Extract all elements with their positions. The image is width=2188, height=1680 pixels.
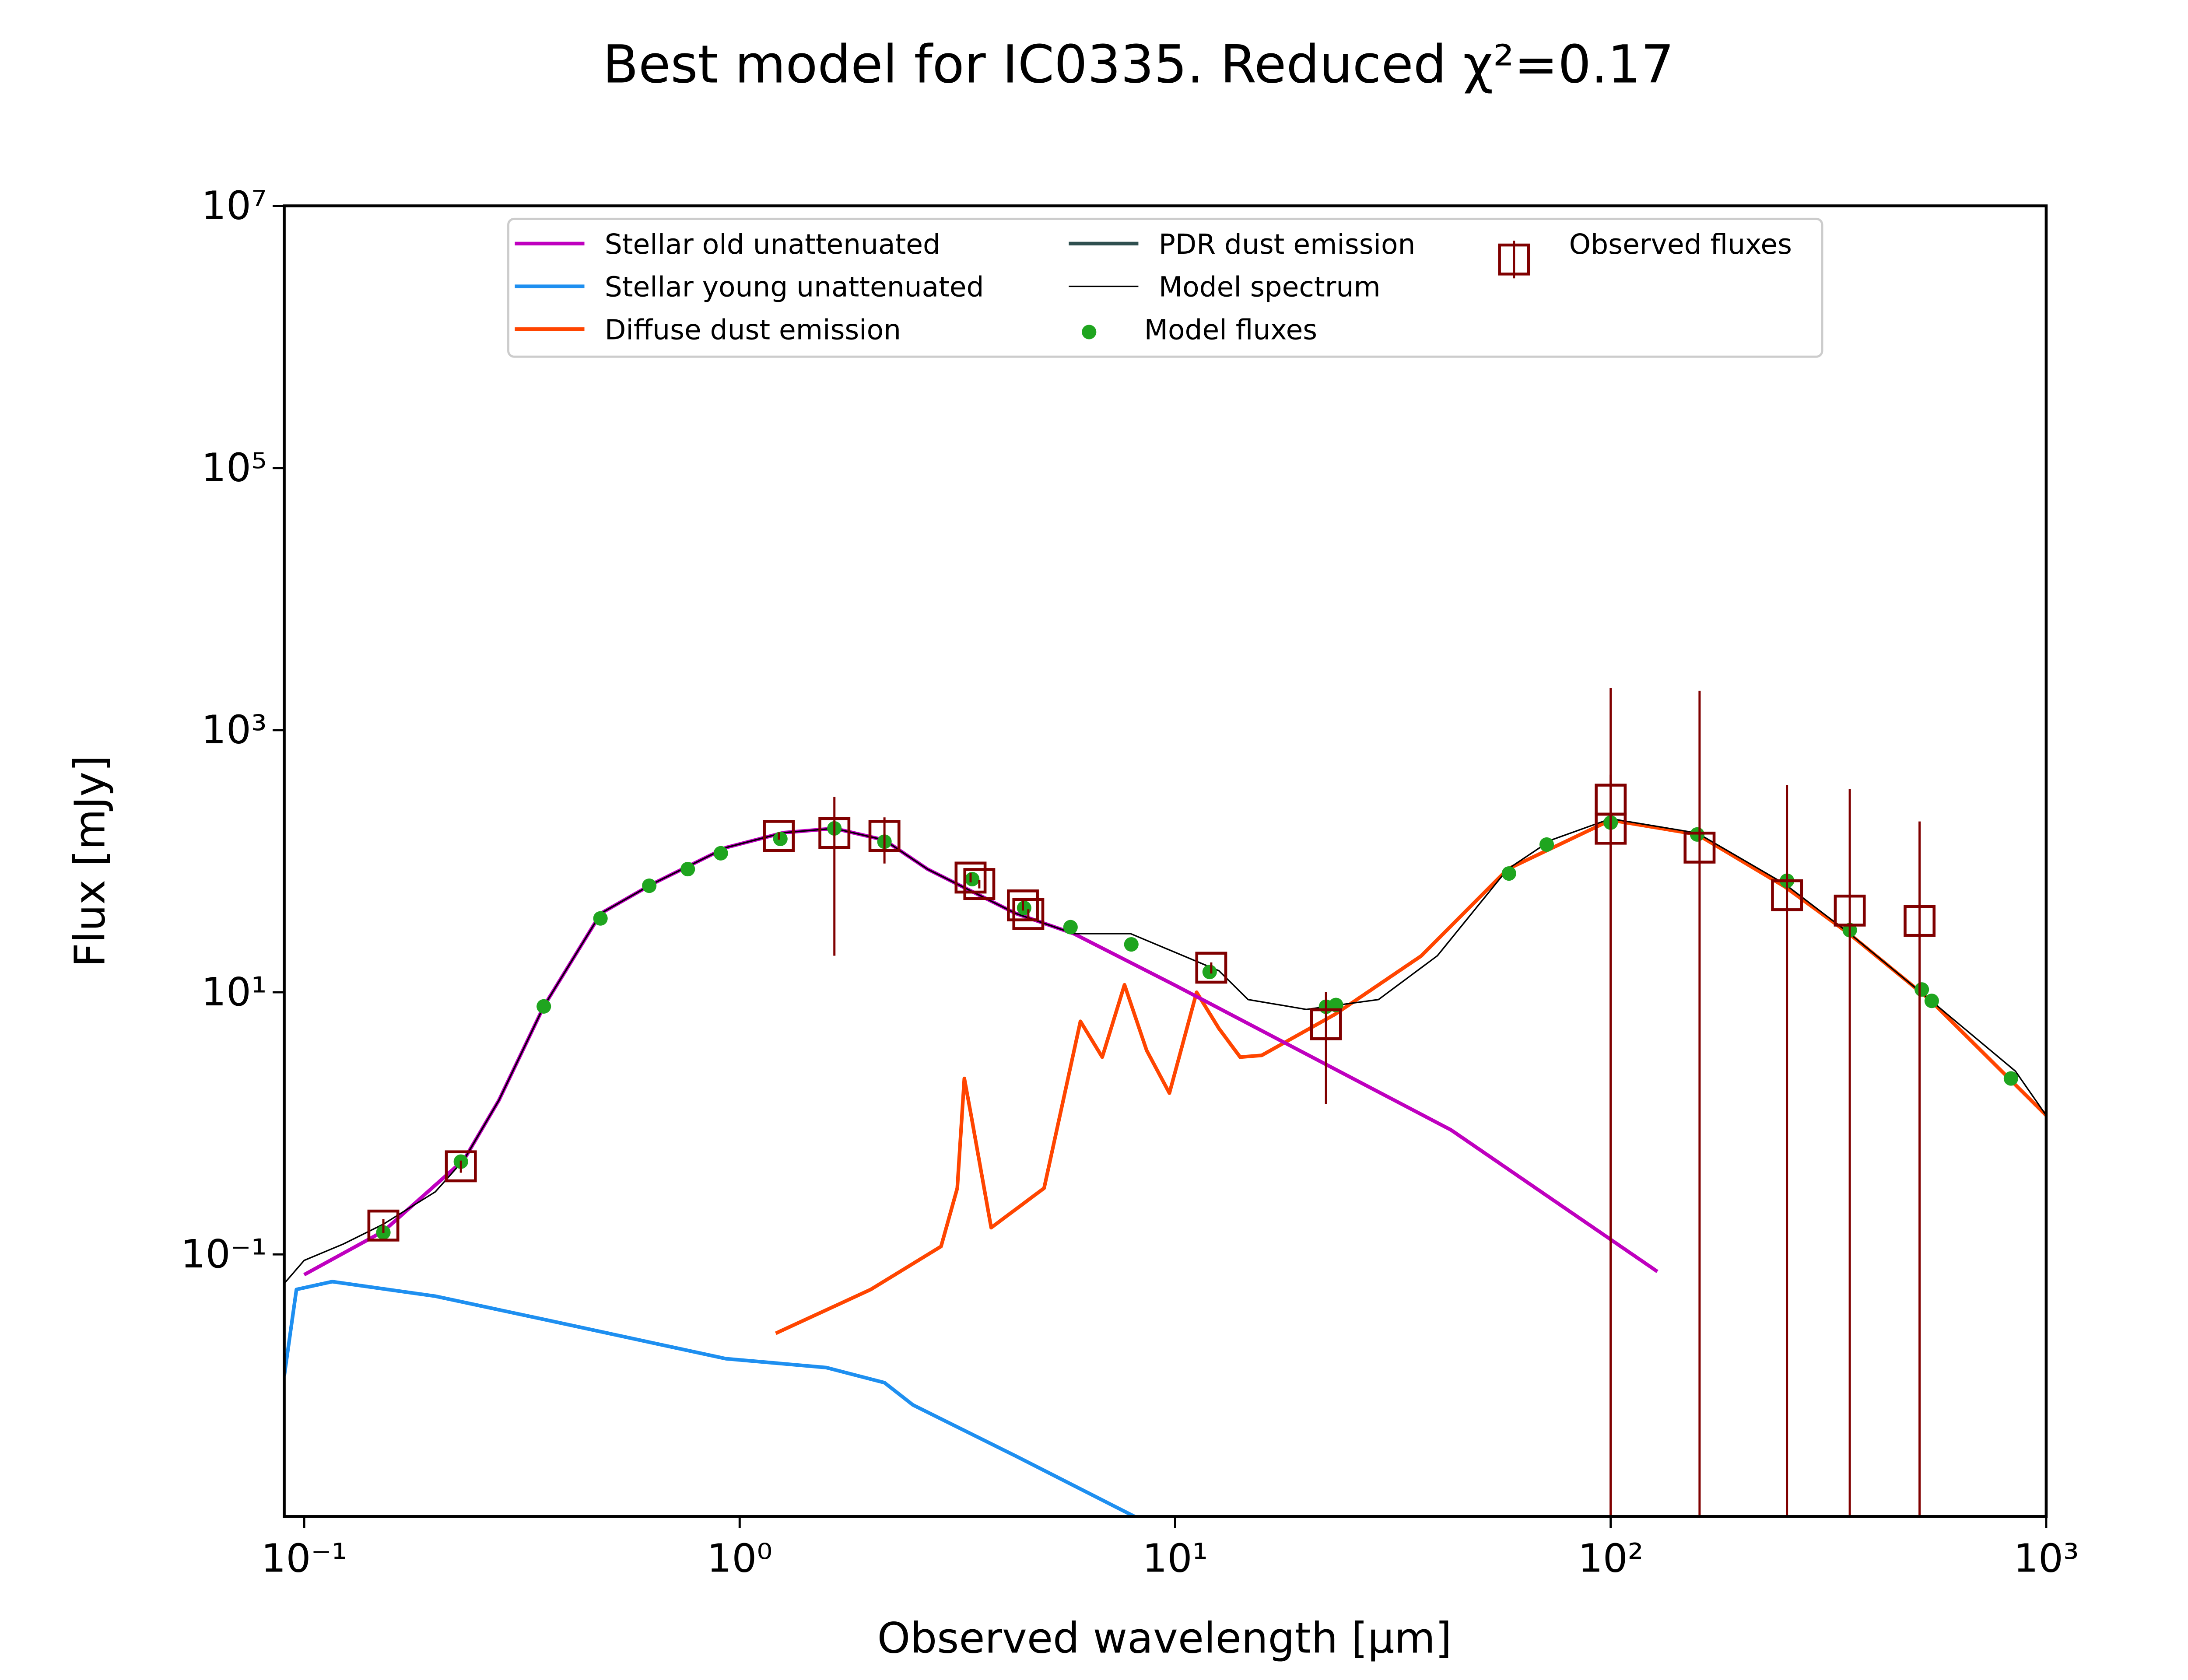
observed-flux [1195,952,1227,984]
model-flux [1501,866,1516,881]
model-flux [642,878,657,893]
legend-label: Observed fluxes [1569,228,1792,260]
model-flux [593,911,608,926]
model-flux [773,831,788,847]
legend-label: PDR dust emission [1159,228,1416,260]
legend-label: Diffuse dust emission [605,314,901,346]
model-flux [965,872,980,886]
x-tick-label: 10⁰ [707,1536,772,1581]
y-tick-label: 10¹ [201,970,267,1015]
x-tick-label: 10² [1578,1536,1644,1581]
observed-flux [367,1209,400,1242]
y-tick-label: 10⁷ [201,183,267,228]
model-flux [536,999,551,1014]
model-flux [1124,937,1139,952]
observed-flux [1012,898,1045,930]
model-flux [1914,982,1929,997]
observed-flux [1771,879,1803,911]
observed-flux [954,861,987,894]
observed-flux [763,820,795,852]
axes-frame [283,204,2048,1518]
chart-title: Best model for IC0335. Reduced χ²=0.17 [603,34,1674,95]
legend-swatch [1082,325,1097,340]
observed-flux [445,1150,477,1183]
observed-flux [1683,831,1716,864]
model-flux [1924,994,1939,1008]
x-tick-label: 10¹ [1143,1536,1208,1581]
legend: Stellar old unattenuated Stellar young un… [507,217,1823,358]
plot-area [284,688,2046,1517]
model-flux [680,862,695,877]
observed-flux [1595,812,1627,845]
model-flux [2003,1071,2018,1086]
model-flux [1539,837,1554,852]
legend-label: Stellar young unattenuated [605,271,984,303]
observed-flux [1007,889,1039,921]
y-tick-label: 10⁻¹ [181,1232,267,1277]
y-tick-label: 10⁵ [201,445,267,491]
series-line [284,1280,1136,1517]
x-tick-label: 10³ [2013,1536,2079,1581]
y-tick-label: 10³ [201,707,267,753]
observed-flux [818,817,851,849]
axes: 10⁻¹ 10⁰ 10¹ 10² 10³ 10⁻¹ 10¹ 10³ 10⁵ 10⁷ [181,183,2079,1581]
observed-flux [1310,1008,1342,1040]
observed-flux [1904,905,1936,937]
y-axis-label: Flux [mJy] [65,755,114,967]
legend-box [507,217,1823,358]
x-axis-label: Observed wavelength [μm] [877,1614,1452,1663]
series-line [775,818,2046,1335]
x-tick-label: 10⁻¹ [261,1536,347,1581]
legend-label: Model fluxes [1144,314,1317,346]
model-flux [1063,920,1078,934]
legend-label: Stellar old unattenuated [605,228,940,260]
model-flux [713,846,728,861]
model-flux [1202,964,1217,980]
series-line [284,818,2046,1284]
observed-flux [963,868,996,900]
observed-flux [1834,894,1866,927]
legend-label: Model spectrum [1159,271,1381,303]
observed-flux [868,820,901,852]
